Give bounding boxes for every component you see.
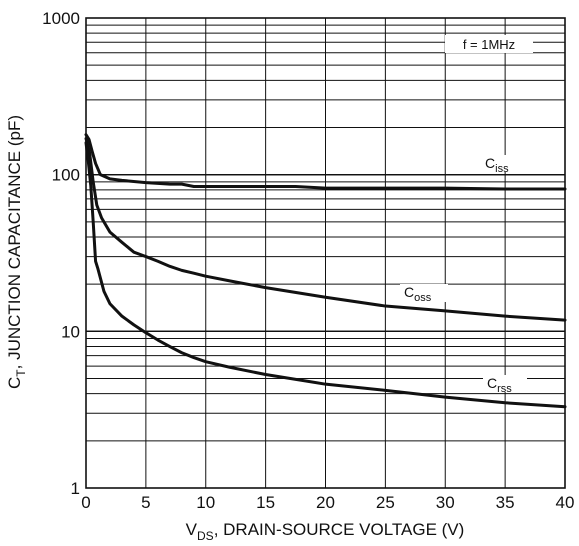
series-line-ciss	[84, 133, 567, 191]
series-line-crss	[84, 141, 567, 409]
plot-frame	[85, 17, 566, 489]
series-line-coss	[84, 137, 567, 322]
y-axis-title-suffix: , JUNCTION CAPACITANCE (pF)	[5, 115, 24, 369]
series-label-background	[400, 284, 448, 302]
x-tick-label: 40	[556, 493, 575, 512]
x-axis-title: VDS, DRAIN-SOURCE VOLTAGE (V)	[186, 520, 465, 543]
y-axis-title: CT, JUNCTION CAPACITANCE (pF)	[5, 115, 28, 389]
x-axis-title-prefix: V	[186, 520, 198, 539]
x-tick-label: 20	[316, 493, 335, 512]
annotation-background	[445, 35, 533, 53]
x-tick-label: 10	[196, 493, 215, 512]
x-tick-label: 0	[81, 493, 90, 512]
x-tick-label: 25	[376, 493, 395, 512]
series-label-ciss: Ciss	[485, 155, 509, 175]
series-label-coss: Coss	[404, 284, 432, 304]
grid-layer	[86, 18, 565, 488]
series-label-background	[481, 155, 525, 172]
series-layer	[84, 133, 567, 409]
series-label-crss: Crss	[487, 375, 512, 395]
y-tick-label: 100	[52, 166, 80, 185]
y-axis-title-subscript: T	[14, 369, 28, 377]
x-axis-title-suffix: , DRAIN-SOURCE VOLTAGE (V)	[214, 520, 465, 539]
annotation-label: f = 1MHz	[463, 37, 515, 52]
y-axis-title-prefix: C	[5, 377, 24, 389]
series-label-main: C	[485, 155, 495, 171]
x-tick-label: 35	[496, 493, 515, 512]
x-tick-label: 30	[436, 493, 455, 512]
y-tick-label: 1	[71, 479, 80, 498]
series-label-subscript: rss	[497, 383, 512, 395]
series-label-background	[483, 375, 527, 392]
y-tick-label: 1000	[42, 9, 80, 28]
series-label-subscript: oss	[414, 292, 432, 304]
series-label-main: C	[487, 375, 497, 391]
x-axis-title-subscript: DS	[197, 529, 214, 543]
series-label-main: C	[404, 284, 414, 300]
x-tick-label: 15	[256, 493, 275, 512]
y-tick-label: 10	[61, 322, 80, 341]
series-label-subscript: iss	[495, 163, 509, 175]
x-tick-label: 5	[141, 493, 150, 512]
